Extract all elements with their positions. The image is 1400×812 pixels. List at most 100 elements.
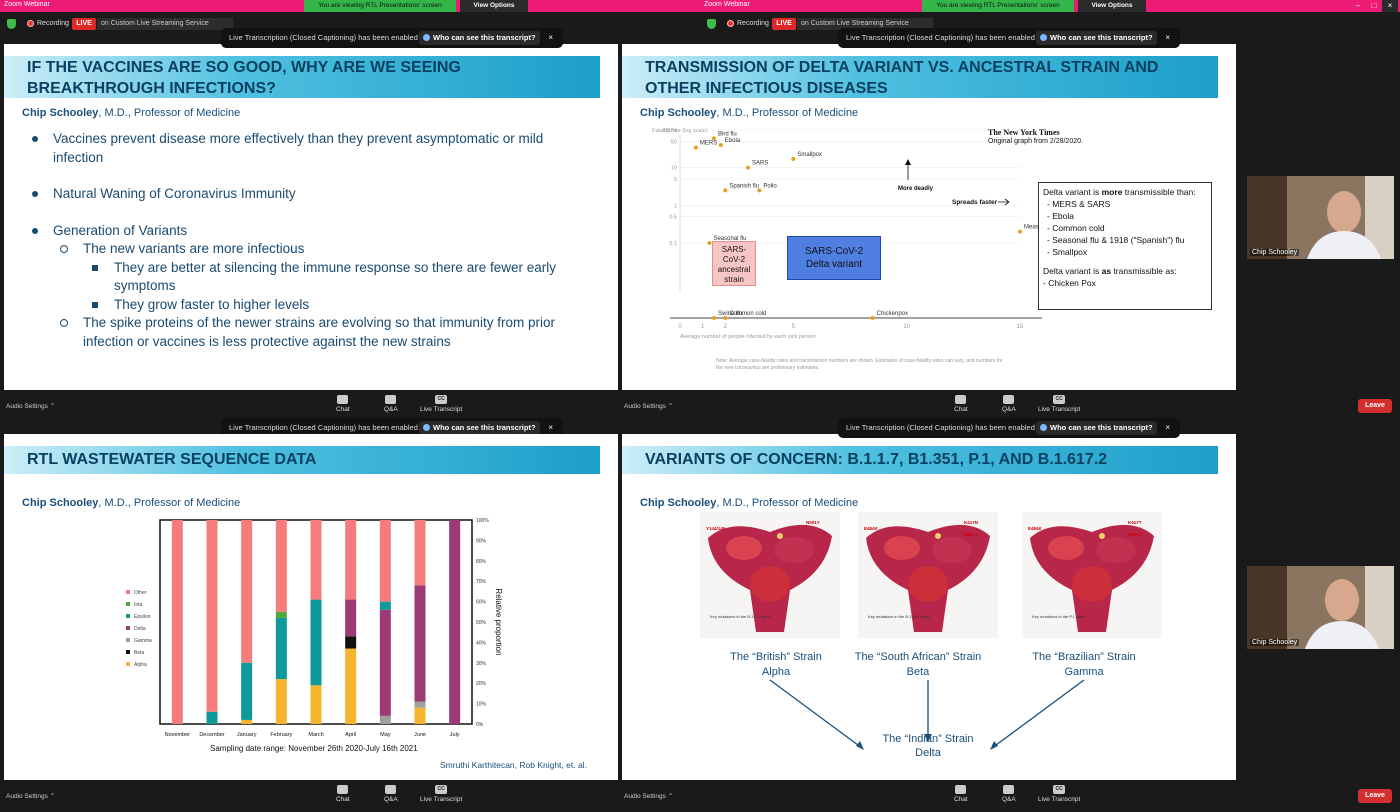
live-service-dropdown[interactable]: on Custom Live Streaming Service [97,18,233,30]
callout-title: Delta variant is more transmissible than… [1043,186,1207,198]
legend-swatch [126,638,130,642]
live-badge[interactable]: LIVE [772,18,796,30]
qa-button[interactable]: Q&A [384,395,398,413]
point-label: Chickenpox [877,311,908,317]
qa-button[interactable]: Q&A [1002,785,1016,803]
chart-credit: Smruthi Karthitecan, Rob Knight, et. al. [440,760,587,770]
qa-button[interactable]: Q&A [384,785,398,803]
footnote-wrap: Note: Average case-fatality rates and tr… [716,358,1003,371]
scatter-point [746,165,750,170]
mutation-label: N501Y [806,520,820,525]
chat-button[interactable]: Chat [954,785,968,803]
qa-icon [385,395,397,404]
close-icon[interactable]: × [548,33,553,42]
who-can-see-button[interactable]: Who can see this transcript? [419,31,540,45]
close-window-icon[interactable]: × [1382,0,1398,12]
spike-caption-line1: The “South African” Strain [854,651,982,663]
scatter-point [712,136,716,141]
recording-icon [27,20,34,27]
live-service-dropdown[interactable]: on Custom Live Streaming Service [797,18,933,30]
live-badge[interactable]: LIVE [72,18,96,30]
x-tick-label: May [380,732,391,738]
participant-video[interactable]: Chip Schooley [1247,176,1394,259]
callout-dash: - [1047,235,1053,245]
participant-video[interactable]: Chip Schooley [1247,566,1394,649]
y-tick-label: 0% [476,722,484,728]
who-can-see-button[interactable]: Who can see this transcript? [1036,31,1157,45]
bar-segment [241,662,253,720]
bar-segment [241,719,253,724]
cc-icon: CC [435,785,448,794]
bullet-gap [32,167,592,185]
bar-segment [275,611,287,618]
view-options-button[interactable]: View Options [1078,0,1146,12]
bullet-list: Vaccines prevent disease more effectivel… [32,130,592,351]
who-can-see-button[interactable]: Who can see this transcript? [419,421,540,435]
who-can-see-button[interactable]: Who can see this transcript? [1036,421,1157,435]
x-tick-label: 10 [903,324,910,330]
shield-icon[interactable] [707,19,716,29]
y-tick-label: 80% [476,559,487,565]
spike-caption-line1: The “British” Strain [730,651,822,663]
bar-segment [310,520,322,600]
leave-button[interactable]: Leave [1358,789,1392,803]
arrow-head-icon [990,741,998,750]
bar-segment [206,520,218,712]
audio-settings-button[interactable]: Audio Settings ⌃ [624,403,674,410]
maximize-icon[interactable]: □ [1371,1,1377,10]
point-label: SARS [752,161,768,167]
audio-settings-button[interactable]: Audio Settings ⌃ [6,793,56,800]
callout-item-text: Common cold [1052,223,1105,233]
view-options-button[interactable]: View Options [460,0,528,12]
qa-button[interactable]: Q&A [1002,395,1016,413]
callout-item: - Smallpox [1043,246,1207,258]
live-transcript-button[interactable]: CC Live Transcript [420,785,462,803]
recording-label[interactable]: Recording [37,20,69,27]
bullet-item: Vaccines prevent disease more effectivel… [32,130,592,167]
callout-item-text: Ebola [1052,211,1074,221]
chat-label: Chat [954,796,968,803]
mutation-label: N501Y [964,532,978,537]
callout-item-text: Seasonal flu & 1918 ("Spanish") flu [1052,235,1185,245]
mutation-label: N501Y [1128,532,1142,537]
minimize-icon[interactable]: – [1355,1,1361,10]
chat-button[interactable]: Chat [336,395,350,413]
spike-caption: The “Brazilian” Strain Gamma [1014,650,1154,680]
point-label: Swine flu [718,311,742,317]
presenter-title: , M.D., Professor of Medicine [98,497,241,509]
callout-item: - MERS & SARS [1043,198,1207,210]
caption-notice: Live Transcription (Closed Captioning) h… [221,28,563,48]
close-icon[interactable]: × [1165,33,1170,42]
scatter-point [693,145,698,150]
recording-label[interactable]: Recording [737,20,769,27]
live-transcript-button[interactable]: CC Live Transcript [420,395,462,413]
chat-button[interactable]: Chat [336,785,350,803]
point-label: Spanish flu [729,183,759,189]
close-icon[interactable]: × [1165,423,1170,432]
audio-settings-button[interactable]: Audio Settings ⌃ [624,793,674,800]
key-mutations-note: Key mutations in the B.1.1.7 spike [710,614,771,619]
live-transcript-button[interactable]: CC Live Transcript [1038,395,1080,413]
bar-segment [414,701,426,708]
audio-settings-label: Audio Settings [624,403,666,410]
close-icon[interactable]: × [548,423,553,432]
y-tick-label: 10 [671,166,677,172]
mutation-label: E484K [864,526,879,531]
pane-slide1: Recording LIVE on Custom Live Streaming … [0,0,700,413]
chat-button[interactable]: Chat [954,395,968,413]
live-transcript-button[interactable]: CC Live Transcript [1038,785,1080,803]
zoom-window-left: Zoom Webinar You are viewing RTL Present… [0,0,700,803]
scatter-point [723,316,728,320]
spike-domain [726,536,762,560]
y-tick-label: 60% [476,600,487,606]
audio-settings-button[interactable]: Audio Settings ⌃ [6,403,56,410]
shield-icon[interactable] [7,19,16,29]
x-tick-label: April [345,732,356,738]
spike-caption: The “South African” Strain Beta [848,650,988,680]
arrow-right-icon [998,198,1010,206]
legend-swatch [126,626,130,630]
spike-domain [932,537,972,563]
bar-segment [310,685,322,724]
y-tick-label: 0.5 [669,215,677,221]
leave-button[interactable]: Leave [1358,399,1392,413]
